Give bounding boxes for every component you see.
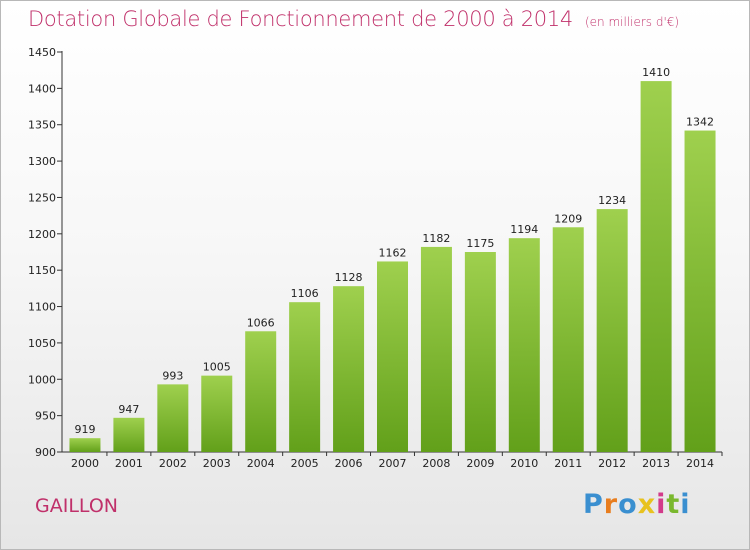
data-label-2004: 1066 xyxy=(247,316,275,329)
x-tick-label-2007: 2007 xyxy=(379,457,407,470)
bar-2006 xyxy=(333,286,365,452)
bar-2001 xyxy=(113,417,145,452)
data-label-2011: 1209 xyxy=(554,212,582,225)
x-tick-label-2006: 2006 xyxy=(335,457,363,470)
logo-letter: t xyxy=(666,489,681,520)
bar-2014 xyxy=(684,130,716,452)
y-tick-label: 1050 xyxy=(28,337,56,350)
x-tick-label-2003: 2003 xyxy=(203,457,231,470)
logo-letter: P xyxy=(583,489,604,520)
bar-2008 xyxy=(420,246,452,452)
bar-2009 xyxy=(464,252,496,452)
x-tick-label-2014: 2014 xyxy=(686,457,714,470)
bar-2007 xyxy=(377,261,408,452)
logo-letter: r xyxy=(603,489,619,520)
bar-2003 xyxy=(201,375,233,452)
data-label-2003: 1005 xyxy=(203,361,231,374)
bar-2013 xyxy=(640,81,672,452)
data-label-2010: 1194 xyxy=(510,223,538,236)
data-label-2012: 1234 xyxy=(598,194,626,207)
bar-2012 xyxy=(596,209,628,452)
y-tick-label: 1350 xyxy=(28,119,56,132)
y-tick-label: 1300 xyxy=(28,155,56,168)
data-label-2014: 1342 xyxy=(686,116,714,129)
chart-title: Dotation Globale de Fonctionnement de 20… xyxy=(28,7,573,31)
x-tick-label-2010: 2010 xyxy=(510,457,538,470)
bar-2002 xyxy=(157,384,189,452)
x-tick-label-2002: 2002 xyxy=(159,457,187,470)
bar-2010 xyxy=(508,238,540,452)
y-tick-label: 1200 xyxy=(28,228,56,241)
data-label-2005: 1106 xyxy=(291,287,319,300)
x-tick-label-2001: 2001 xyxy=(115,457,143,470)
y-tick-label: 950 xyxy=(35,410,56,423)
x-tick-label-2008: 2008 xyxy=(422,457,450,470)
commune-name: GAILLON xyxy=(35,495,118,517)
data-label-2013: 1410 xyxy=(642,66,670,79)
bar-2004 xyxy=(245,331,277,452)
x-tick-label-2011: 2011 xyxy=(554,457,582,470)
axes: 900 950 1000 1050 1100 1150 1200 1250 1300 1350 14… xyxy=(28,46,723,470)
x-tick-label-2005: 2005 xyxy=(291,457,319,470)
proxiti-logo: Proxiti xyxy=(583,489,691,520)
bars: 919 947 993 1005 1066 1106 1128 1162 1182 1175 119… xyxy=(69,66,716,452)
chart-unit: (en milliers d'€) xyxy=(584,15,680,29)
logo-letter: o xyxy=(618,489,638,520)
x-tick-label-2012: 2012 xyxy=(598,457,626,470)
y-tick-label: 1250 xyxy=(28,191,56,204)
data-label-2000: 919 xyxy=(74,423,95,436)
data-label-2009: 1175 xyxy=(466,237,494,250)
bar-2005 xyxy=(289,302,321,452)
x-tick-label-2000: 2000 xyxy=(71,457,99,470)
data-label-2001: 947 xyxy=(118,403,139,416)
data-label-2007: 1162 xyxy=(379,246,407,259)
y-tick-label: 1100 xyxy=(28,301,56,314)
logo-letter: x xyxy=(637,489,657,520)
x-tick-label-2013: 2013 xyxy=(642,457,670,470)
bar-2011 xyxy=(552,227,584,452)
logo-letter: i xyxy=(656,489,667,520)
data-label-2002: 993 xyxy=(162,369,183,382)
data-label-2008: 1182 xyxy=(422,232,450,245)
data-label-2006: 1128 xyxy=(335,271,363,284)
logo-letter: i xyxy=(680,489,691,520)
x-tick-label-2009: 2009 xyxy=(466,457,494,470)
chart-title-block: Dotation Globale de Fonctionnement de 20… xyxy=(28,7,679,31)
y-tick-label: 1450 xyxy=(28,46,56,59)
y-tick-label: 1400 xyxy=(28,82,56,95)
y-tick-label: 1000 xyxy=(28,373,56,386)
x-tick-label-2004: 2004 xyxy=(247,457,275,470)
y-tick-label: 900 xyxy=(35,446,56,459)
bar-2000 xyxy=(69,438,101,452)
y-tick-label: 1150 xyxy=(28,264,56,277)
